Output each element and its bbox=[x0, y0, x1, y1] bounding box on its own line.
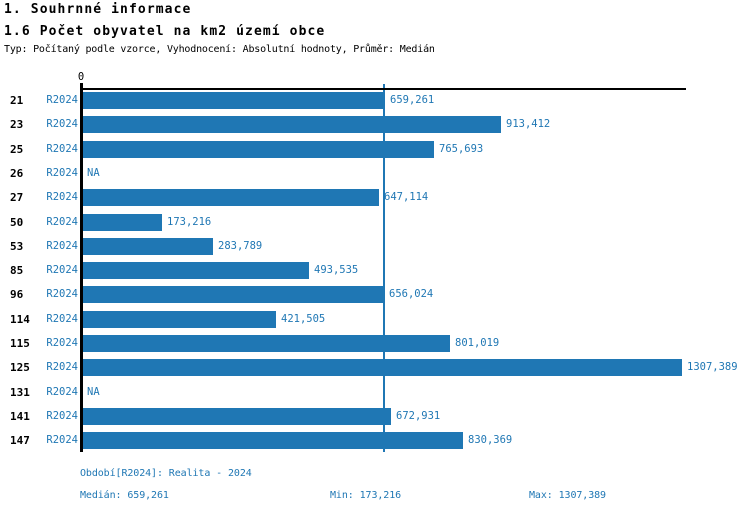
x-axis-line bbox=[80, 88, 686, 90]
chart-row: 85 R2024 493,535 bbox=[0, 262, 750, 279]
chart-meta-line: Typ: Počítaný podle vzorce, Vyhodnocení:… bbox=[4, 44, 435, 55]
bar bbox=[83, 432, 463, 449]
chart-row: 27 R2024 647,114 bbox=[0, 189, 750, 206]
bar bbox=[83, 335, 450, 352]
row-category-label: 141 bbox=[10, 410, 30, 423]
bar bbox=[83, 141, 434, 158]
footer-median-label: Medián: 659,261 bbox=[80, 490, 169, 501]
row-series-label: R2024 bbox=[46, 361, 78, 373]
bar bbox=[83, 286, 384, 303]
bar-value-label: 659,261 bbox=[390, 94, 435, 106]
row-series-label: R2024 bbox=[46, 191, 78, 203]
chart-row: 50 R2024 173,216 bbox=[0, 214, 750, 231]
chart-row: 115 R2024 801,019 bbox=[0, 335, 750, 352]
row-series-label: R2024 bbox=[46, 337, 78, 349]
bar-value-label: NA bbox=[87, 167, 100, 179]
bar bbox=[83, 92, 385, 109]
row-category-label: 85 bbox=[10, 264, 24, 277]
row-series-label: R2024 bbox=[46, 264, 78, 276]
row-series-label: R2024 bbox=[46, 143, 78, 155]
row-series-label: R2024 bbox=[46, 313, 78, 325]
median-reference-line bbox=[383, 84, 385, 452]
chart-row: 114 R2024 421,505 bbox=[0, 311, 750, 328]
y-axis-line bbox=[80, 83, 83, 452]
chart-row: 131 R2024 NA bbox=[0, 384, 750, 401]
row-series-label: R2024 bbox=[46, 94, 78, 106]
row-category-label: 131 bbox=[10, 386, 30, 399]
chart-row: 53 R2024 283,789 bbox=[0, 238, 750, 255]
bar-value-label: 1307,389 bbox=[687, 361, 738, 373]
bar-value-label: 421,505 bbox=[281, 313, 326, 325]
row-series-label: R2024 bbox=[46, 240, 78, 252]
x-axis-zero-tick-label: 0 bbox=[77, 71, 85, 83]
row-category-label: 53 bbox=[10, 240, 24, 253]
row-category-label: 26 bbox=[10, 167, 24, 180]
row-category-label: 125 bbox=[10, 361, 30, 374]
bar-value-label: 830,369 bbox=[468, 434, 513, 446]
bar-value-label: 173,216 bbox=[167, 216, 212, 228]
bar-value-label: 493,535 bbox=[314, 264, 359, 276]
bar bbox=[83, 214, 162, 231]
bar-value-label: 656,024 bbox=[389, 288, 434, 300]
chart-row: 141 R2024 672,931 bbox=[0, 408, 750, 425]
row-series-label: R2024 bbox=[46, 434, 78, 446]
bar bbox=[83, 189, 379, 206]
chart-title: 1.6 Počet obyvatel na km2 území obce bbox=[4, 24, 326, 39]
bar bbox=[83, 359, 682, 376]
row-series-label: R2024 bbox=[46, 410, 78, 422]
bar bbox=[83, 311, 276, 328]
bar bbox=[83, 262, 309, 279]
chart-row: 26 R2024 NA bbox=[0, 165, 750, 182]
row-category-label: 21 bbox=[10, 94, 24, 107]
row-category-label: 27 bbox=[10, 191, 24, 204]
bar-value-label: NA bbox=[87, 386, 100, 398]
bar-value-label: 647,114 bbox=[384, 191, 429, 203]
row-series-label: R2024 bbox=[46, 386, 78, 398]
row-series-label: R2024 bbox=[46, 118, 78, 130]
bar-value-label: 765,693 bbox=[439, 143, 484, 155]
page-title: 1. Souhrnné informace bbox=[4, 2, 192, 17]
chart-row: 125 R2024 1307,389 bbox=[0, 359, 750, 376]
bar-value-label: 801,019 bbox=[455, 337, 500, 349]
bar bbox=[83, 238, 213, 255]
row-series-label: R2024 bbox=[46, 288, 78, 300]
row-category-label: 25 bbox=[10, 143, 24, 156]
chart-row: 147 R2024 830,369 bbox=[0, 432, 750, 449]
bar-value-label: 672,931 bbox=[396, 410, 441, 422]
row-series-label: R2024 bbox=[46, 167, 78, 179]
bar-value-label: 913,412 bbox=[506, 118, 551, 130]
chart-row: 23 R2024 913,412 bbox=[0, 116, 750, 133]
chart-row: 96 R2024 656,024 bbox=[0, 286, 750, 303]
row-category-label: 114 bbox=[10, 313, 30, 326]
bar bbox=[83, 408, 391, 425]
chart-row: 21 R2024 659,261 bbox=[0, 92, 750, 109]
bar bbox=[83, 116, 501, 133]
footer-max-label: Max: 1307,389 bbox=[529, 490, 606, 501]
row-category-label: 96 bbox=[10, 288, 24, 301]
row-category-label: 147 bbox=[10, 434, 30, 447]
footer-min-label: Min: 173,216 bbox=[330, 490, 402, 501]
footer-period-label: Období[R2024]: Realita - 2024 bbox=[80, 468, 252, 479]
chart-row: 25 R2024 765,693 bbox=[0, 141, 750, 158]
bar-value-label: 283,789 bbox=[218, 240, 263, 252]
row-category-label: 50 bbox=[10, 216, 24, 229]
row-category-label: 115 bbox=[10, 337, 30, 350]
row-series-label: R2024 bbox=[46, 216, 78, 228]
row-category-label: 23 bbox=[10, 118, 24, 131]
